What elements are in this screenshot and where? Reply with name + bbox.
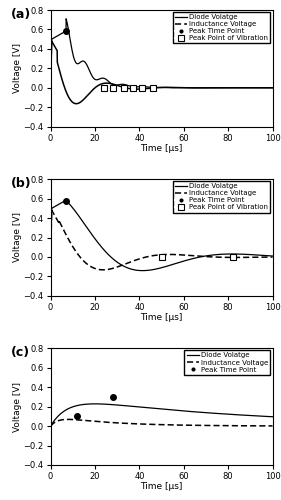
Legend: Diode Volatge, Inductance Voltage, Peak Time Point: Diode Volatge, Inductance Voltage, Peak … xyxy=(185,350,271,374)
X-axis label: Time [μs]: Time [μs] xyxy=(140,482,183,492)
Text: (b): (b) xyxy=(11,177,31,190)
X-axis label: Time [μs]: Time [μs] xyxy=(140,313,183,322)
Y-axis label: Voltage [V]: Voltage [V] xyxy=(13,44,22,94)
Legend: Diode Volatge, Inductance Voltage, Peak Time Point, Peak Point of Vibration: Diode Volatge, Inductance Voltage, Peak … xyxy=(173,181,271,212)
Text: (a): (a) xyxy=(11,8,31,20)
X-axis label: Time [μs]: Time [μs] xyxy=(140,144,183,153)
Y-axis label: Voltage [V]: Voltage [V] xyxy=(13,382,22,432)
Text: (c): (c) xyxy=(11,346,30,359)
Legend: Diode Volatge, Inductance Voltage, Peak Time Point, Peak Point of Vibration: Diode Volatge, Inductance Voltage, Peak … xyxy=(173,12,271,44)
Y-axis label: Voltage [V]: Voltage [V] xyxy=(13,212,22,262)
